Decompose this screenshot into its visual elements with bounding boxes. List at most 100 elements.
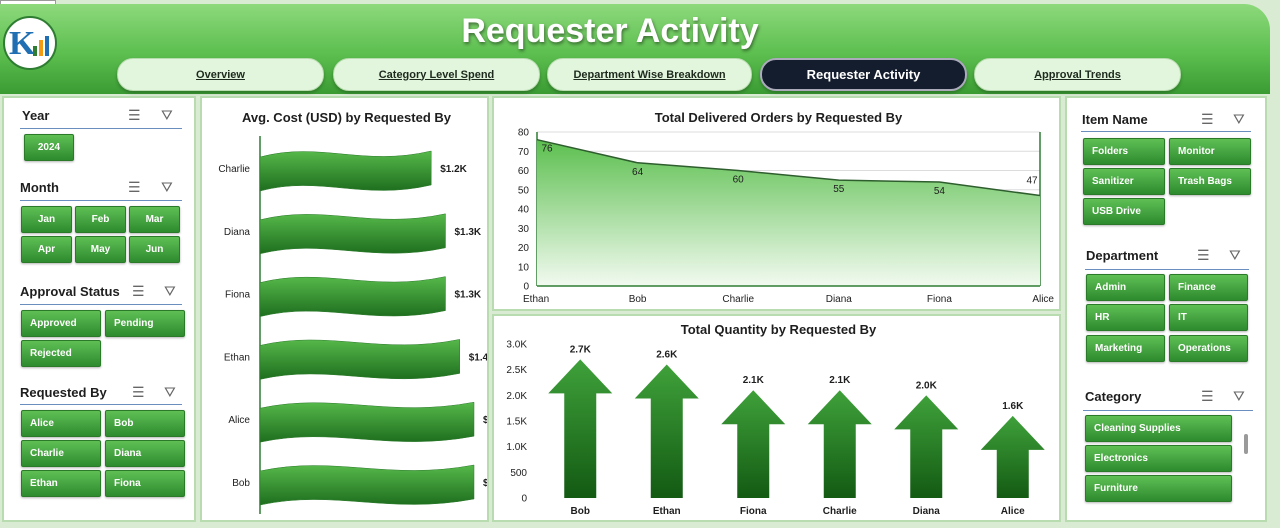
- data-label: $1.4K: [469, 352, 487, 363]
- slicer-item-pending[interactable]: Pending: [105, 310, 185, 337]
- x-tick-label: Ethan: [653, 506, 681, 517]
- slicer-item-fiona[interactable]: Fiona: [105, 470, 185, 497]
- y-tick-label: 3.0K: [506, 340, 527, 351]
- slicer-item-monitor[interactable]: Monitor: [1169, 138, 1251, 165]
- slicer-item-admin[interactable]: Admin: [1086, 274, 1165, 301]
- bar: [259, 401, 475, 443]
- bar: [259, 150, 432, 192]
- y-tick-label: 2.0K: [506, 391, 527, 402]
- multi-select-icon[interactable]: ☰: [128, 179, 141, 195]
- slicer-divider: [20, 404, 182, 405]
- requested-by-slicer-title: Requested By: [20, 385, 107, 400]
- slicer-item-marketing[interactable]: Marketing: [1086, 335, 1165, 362]
- category-label: Fiona: [225, 290, 250, 301]
- multi-select-icon[interactable]: ☰: [132, 384, 145, 400]
- multi-select-icon[interactable]: ☰: [1201, 111, 1214, 127]
- multi-select-icon[interactable]: ☰: [1201, 388, 1214, 404]
- x-tick-label: Fiona: [927, 294, 952, 305]
- nav-requester-activity[interactable]: Requester Activity: [760, 58, 967, 91]
- slicer-item-finance[interactable]: Finance: [1169, 274, 1248, 301]
- multi-select-icon[interactable]: ☰: [132, 283, 145, 299]
- data-label: 47: [1026, 176, 1038, 187]
- nav-overview[interactable]: Overview: [117, 58, 324, 91]
- delivered-orders-chart: 0 10 20 30 40 50 60 70 80 Ethan 76 Bob 64 Charlie 60 Di…: [518, 128, 1055, 306]
- slicer-item-jun[interactable]: Jun: [129, 236, 180, 263]
- left-slicer-panel: Year ☰ ⛛ 2024 Month ☰ ⛛ Jan Feb Mar Apr …: [2, 96, 196, 522]
- nav-category-level-spend[interactable]: Category Level Spend: [333, 58, 540, 91]
- slicer-item-furniture[interactable]: Furniture: [1085, 475, 1232, 502]
- clear-filter-icon[interactable]: ⛛: [164, 283, 176, 299]
- header-banner: K Requester Activity Overview Category L…: [0, 4, 1270, 94]
- clear-filter-icon[interactable]: ⛛: [1233, 388, 1245, 404]
- bar: [259, 276, 446, 317]
- data-label: $1.3K: [454, 290, 481, 301]
- y-tick-label: 0: [523, 282, 529, 293]
- slicer-item-diana[interactable]: Diana: [105, 440, 185, 467]
- bar: [259, 339, 460, 380]
- multi-select-icon[interactable]: ☰: [128, 107, 141, 123]
- slicer-item-folders[interactable]: Folders: [1083, 138, 1165, 165]
- svg-text:K: K: [9, 25, 36, 62]
- bar: [980, 415, 1045, 498]
- slicer-item-jan[interactable]: Jan: [21, 206, 72, 233]
- bar: [548, 359, 613, 498]
- slicer-item-alice[interactable]: Alice: [21, 410, 101, 437]
- x-tick-label: Charlie: [823, 506, 857, 517]
- series-line: [536, 138, 1041, 197]
- nav-department-wise-breakdown[interactable]: Department Wise Breakdown: [547, 58, 752, 91]
- y-tick-label: 70: [518, 147, 530, 158]
- category-scrollbar[interactable]: [1244, 434, 1248, 454]
- department-slicer-title: Department: [1086, 248, 1159, 263]
- clear-filter-icon[interactable]: ⛛: [161, 107, 173, 123]
- avg-cost-chart: Charlie $1.2K Diana $1.3K Fiona $1.3K Ethan $1.…: [218, 136, 487, 514]
- slicer-item-operations[interactable]: Operations: [1169, 335, 1248, 362]
- slicer-item-feb[interactable]: Feb: [75, 206, 126, 233]
- x-tick-label: Bob: [571, 506, 590, 517]
- clear-filter-icon[interactable]: ⛛: [161, 179, 173, 195]
- slicer-item-sanitizer[interactable]: Sanitizer: [1083, 168, 1165, 195]
- y-tick-label: 0: [521, 494, 527, 505]
- x-tick-label: Bob: [629, 294, 647, 305]
- slicer-item-usb-drive[interactable]: USB Drive: [1083, 198, 1165, 225]
- slicer-item-hr[interactable]: HR: [1086, 304, 1165, 331]
- data-label: $1.5K: [483, 415, 487, 426]
- slicer-item-electronics[interactable]: Electronics: [1085, 445, 1232, 472]
- slicer-item-mar[interactable]: Mar: [129, 206, 180, 233]
- multi-select-icon[interactable]: ☰: [1197, 247, 1210, 263]
- slicer-item-charlie[interactable]: Charlie: [21, 440, 101, 467]
- month-slicer-title: Month: [20, 180, 59, 195]
- data-label: 2.0K: [916, 380, 938, 391]
- slicer-item-may[interactable]: May: [75, 236, 126, 263]
- data-label: $1.3K: [454, 227, 481, 238]
- slicer-item-approved[interactable]: Approved: [21, 310, 101, 337]
- category-label: Diana: [224, 227, 251, 238]
- slicer-item-bob[interactable]: Bob: [105, 410, 185, 437]
- slicer-item-rejected[interactable]: Rejected: [21, 340, 101, 367]
- slicer-item-apr[interactable]: Apr: [21, 236, 72, 263]
- y-tick-label: 60: [518, 166, 530, 177]
- slicer-divider: [1085, 269, 1249, 270]
- data-label: 2.1K: [743, 375, 765, 386]
- avg-cost-chart-title: Avg. Cost (USD) by Requested By: [242, 110, 451, 125]
- data-label: $1.2K: [440, 164, 467, 175]
- clear-filter-icon[interactable]: ⛛: [1229, 247, 1241, 263]
- avg-cost-chart-panel: Avg. Cost (USD) by Requested By Charlie $…: [200, 96, 489, 522]
- slicer-item-trash-bags[interactable]: Trash Bags: [1169, 168, 1251, 195]
- clear-filter-icon[interactable]: ⛛: [1233, 111, 1245, 127]
- bar: [894, 395, 959, 498]
- total-quantity-chart: 0 500 1.0K 1.5K 2.0K 2.5K 3.0K 2.7K Bob 2.6K Ethan…: [506, 340, 1045, 517]
- approval-status-slicer-title: Approval Status: [20, 284, 120, 299]
- nav-approval-trends[interactable]: Approval Trends: [974, 58, 1181, 91]
- slicer-item-cleaning-supplies[interactable]: Cleaning Supplies: [1085, 415, 1232, 442]
- category-label: Alice: [228, 415, 250, 426]
- slicer-divider: [20, 200, 182, 201]
- data-label: 64: [632, 167, 644, 178]
- slicer-item-ethan[interactable]: Ethan: [21, 470, 101, 497]
- clear-filter-icon[interactable]: ⛛: [164, 384, 176, 400]
- slicer-item-it[interactable]: IT: [1169, 304, 1248, 331]
- slicer-item-2024[interactable]: 2024: [24, 134, 74, 161]
- y-tick-label: 1.0K: [506, 442, 527, 453]
- data-label: 54: [934, 186, 946, 197]
- bar: [721, 390, 786, 498]
- company-logo: K: [3, 16, 57, 70]
